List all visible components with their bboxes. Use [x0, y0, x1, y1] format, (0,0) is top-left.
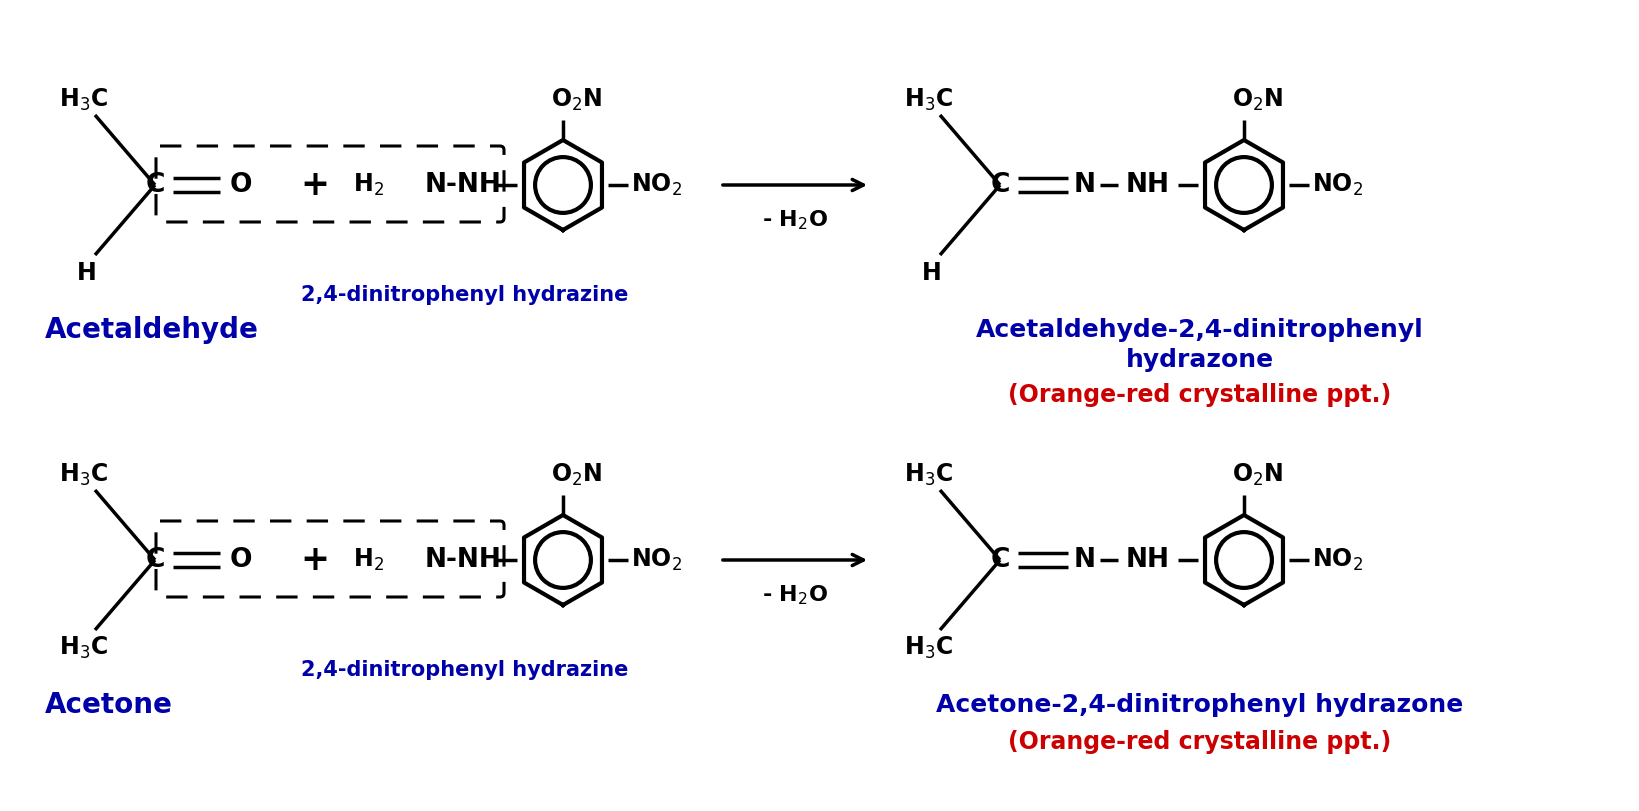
Text: NH: NH [1126, 172, 1169, 198]
Text: O: O [229, 547, 252, 573]
Text: NH: NH [1126, 547, 1169, 573]
Text: +: + [300, 168, 329, 202]
Text: Acetone: Acetone [44, 691, 172, 719]
Text: 2,4-dinitrophenyl hydrazine: 2,4-dinitrophenyl hydrazine [302, 660, 628, 680]
Text: 2,4-dinitrophenyl hydrazine: 2,4-dinitrophenyl hydrazine [302, 285, 628, 305]
Text: H$_3$C: H$_3$C [903, 462, 952, 488]
Text: N-NH: N-NH [425, 172, 502, 198]
Text: hydrazone: hydrazone [1126, 348, 1274, 372]
Text: N: N [1074, 172, 1095, 198]
Text: H: H [921, 261, 941, 285]
Text: H$_3$C: H$_3$C [903, 635, 952, 661]
Text: H$_3$C: H$_3$C [59, 635, 108, 661]
Text: C: C [146, 172, 164, 198]
Text: (Orange-red crystalline ppt.): (Orange-red crystalline ppt.) [1008, 383, 1392, 407]
Text: Acetaldehyde-2,4-dinitrophenyl: Acetaldehyde-2,4-dinitrophenyl [975, 318, 1423, 342]
Text: Acetaldehyde: Acetaldehyde [44, 316, 259, 344]
Text: (Orange-red crystalline ppt.): (Orange-red crystalline ppt.) [1008, 730, 1392, 754]
Text: N: N [1074, 547, 1095, 573]
Text: C: C [990, 547, 1010, 573]
Text: H: H [77, 261, 97, 285]
Text: N-NH: N-NH [425, 547, 502, 573]
Text: +: + [300, 543, 329, 577]
Text: C: C [146, 547, 164, 573]
Text: H$_3$C: H$_3$C [59, 87, 108, 113]
Text: H$_2$: H$_2$ [352, 172, 384, 198]
Text: C: C [990, 172, 1010, 198]
Text: H$_3$C: H$_3$C [903, 87, 952, 113]
Text: NO$_2$: NO$_2$ [631, 172, 682, 198]
Text: O: O [229, 172, 252, 198]
Text: NO$_2$: NO$_2$ [1311, 172, 1362, 198]
Text: O$_2$N: O$_2$N [1231, 87, 1282, 113]
Text: H$_2$: H$_2$ [352, 547, 384, 573]
Text: H$_3$C: H$_3$C [59, 462, 108, 488]
Text: O$_2$N: O$_2$N [551, 462, 602, 488]
Text: NO$_2$: NO$_2$ [631, 547, 682, 573]
Text: NO$_2$: NO$_2$ [1311, 547, 1362, 573]
Text: - H$_2$O: - H$_2$O [762, 208, 828, 232]
Text: Acetone-2,4-dinitrophenyl hydrazone: Acetone-2,4-dinitrophenyl hydrazone [936, 693, 1462, 717]
Text: - H$_2$O: - H$_2$O [762, 583, 828, 607]
Text: O$_2$N: O$_2$N [551, 87, 602, 113]
Text: O$_2$N: O$_2$N [1231, 462, 1282, 488]
